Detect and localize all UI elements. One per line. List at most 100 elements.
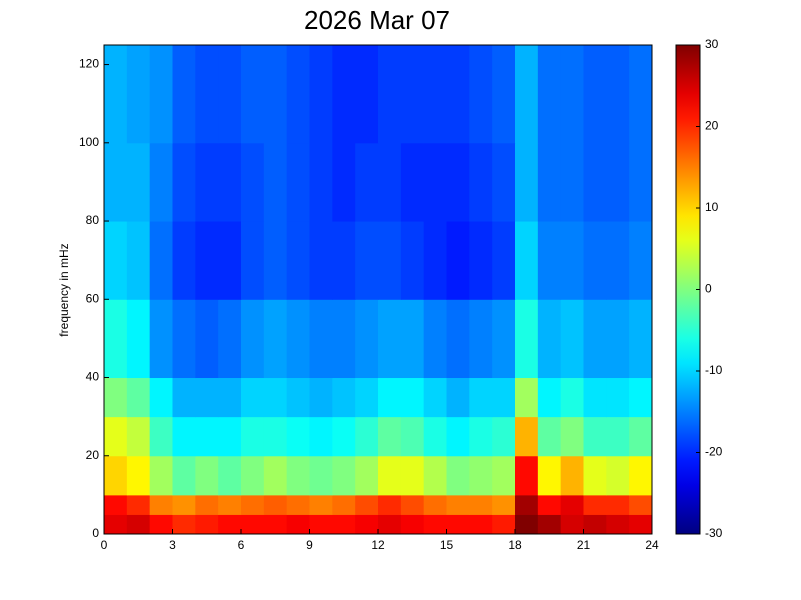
y-tick-label: 20 [86, 448, 100, 462]
heat-cell [355, 299, 379, 379]
heat-cell [263, 142, 288, 222]
heat-cell [606, 494, 630, 515]
heat-cell [537, 299, 562, 379]
heat-cell [400, 221, 425, 300]
heat-cell [423, 221, 447, 300]
heat-cell [400, 494, 425, 515]
heat-cell [263, 416, 288, 457]
heat-cell [560, 45, 584, 144]
heat-cell [218, 299, 242, 379]
heat-cell [492, 377, 516, 418]
chart-title: 2026 Mar 07 [304, 5, 450, 35]
heat-cell [309, 416, 333, 457]
heat-cell [309, 514, 333, 535]
colorbar-tick-label: -30 [705, 526, 723, 540]
heat-cell [515, 377, 539, 418]
heat-cell [149, 377, 173, 418]
heat-cell [309, 455, 333, 496]
colorbar-tick-label: 20 [705, 119, 719, 133]
heat-cell [492, 416, 516, 457]
heat-cell [332, 416, 356, 457]
heat-cell [126, 455, 151, 496]
heat-cell [309, 494, 333, 515]
y-tick-label: 0 [92, 526, 99, 540]
x-tick-label: 12 [371, 538, 385, 552]
heat-cell [400, 514, 425, 535]
y-tick-label: 100 [79, 135, 99, 149]
heat-cell [423, 455, 447, 496]
heat-cell [515, 45, 539, 144]
heat-cell [629, 416, 653, 457]
heat-cell [218, 514, 242, 535]
heat-cell [218, 494, 242, 515]
heat-cell [629, 377, 653, 418]
heat-cell [126, 494, 151, 515]
heat-cell [241, 299, 265, 379]
heat-cell [446, 494, 470, 515]
heat-cell [286, 45, 310, 144]
colorbar-tick-label: 0 [705, 282, 712, 296]
heat-cell [149, 514, 173, 535]
heat-cell [492, 142, 516, 222]
heat-cell [172, 514, 196, 535]
heat-cell [241, 45, 265, 144]
heat-cell [469, 416, 493, 457]
heat-cell [492, 455, 516, 496]
heat-cell [583, 45, 607, 144]
heat-cell [286, 299, 310, 379]
y-tick-label: 60 [86, 291, 100, 305]
heat-cell [195, 514, 219, 535]
heat-cell [218, 416, 242, 457]
heat-cell [423, 494, 447, 515]
heat-cell [515, 416, 539, 457]
heat-cell [263, 45, 288, 144]
heat-cell [492, 299, 516, 379]
heat-cell [241, 416, 265, 457]
heat-cell [446, 416, 470, 457]
y-tick-label: 40 [86, 370, 100, 384]
colorbar-tick-label: 10 [705, 200, 719, 214]
heat-cell [606, 377, 630, 418]
heat-cell [446, 377, 470, 418]
heat-cell [241, 514, 265, 535]
heat-cell [218, 142, 242, 222]
heat-cell [332, 45, 356, 144]
heat-cell [286, 494, 310, 515]
heat-cell [309, 221, 333, 300]
heat-cell [492, 221, 516, 300]
y-tick-label: 120 [79, 57, 99, 71]
heat-cell [332, 494, 356, 515]
heat-cell [218, 377, 242, 418]
x-tick-label: 24 [645, 538, 659, 552]
heat-cell [423, 514, 447, 535]
heat-cell [446, 221, 470, 300]
heat-cell [400, 455, 425, 496]
heat-cell [515, 299, 539, 379]
heat-cell [560, 221, 584, 300]
heat-cell [149, 221, 173, 300]
heat-cell [241, 377, 265, 418]
heat-cell [355, 416, 379, 457]
x-tick-label: 3 [169, 538, 176, 552]
heat-cell [469, 494, 493, 515]
heat-cell [629, 142, 653, 222]
heat-cell [423, 45, 447, 144]
heat-cell [629, 45, 653, 144]
heat-cell [126, 416, 151, 457]
heat-cell [241, 455, 265, 496]
heat-cell [104, 455, 128, 496]
heat-cell [583, 514, 607, 535]
heat-cell [195, 494, 219, 515]
heat-cell [309, 142, 333, 222]
heat-cell [172, 142, 196, 222]
heat-cell [286, 377, 310, 418]
heat-cell [195, 416, 219, 457]
heat-cell [606, 221, 630, 300]
heat-cell [172, 377, 196, 418]
heat-cell [195, 45, 219, 144]
heat-cell [218, 221, 242, 300]
heat-cell [195, 299, 219, 379]
heat-cell [606, 299, 630, 379]
heat-cell [583, 455, 607, 496]
heat-cell [492, 494, 516, 515]
